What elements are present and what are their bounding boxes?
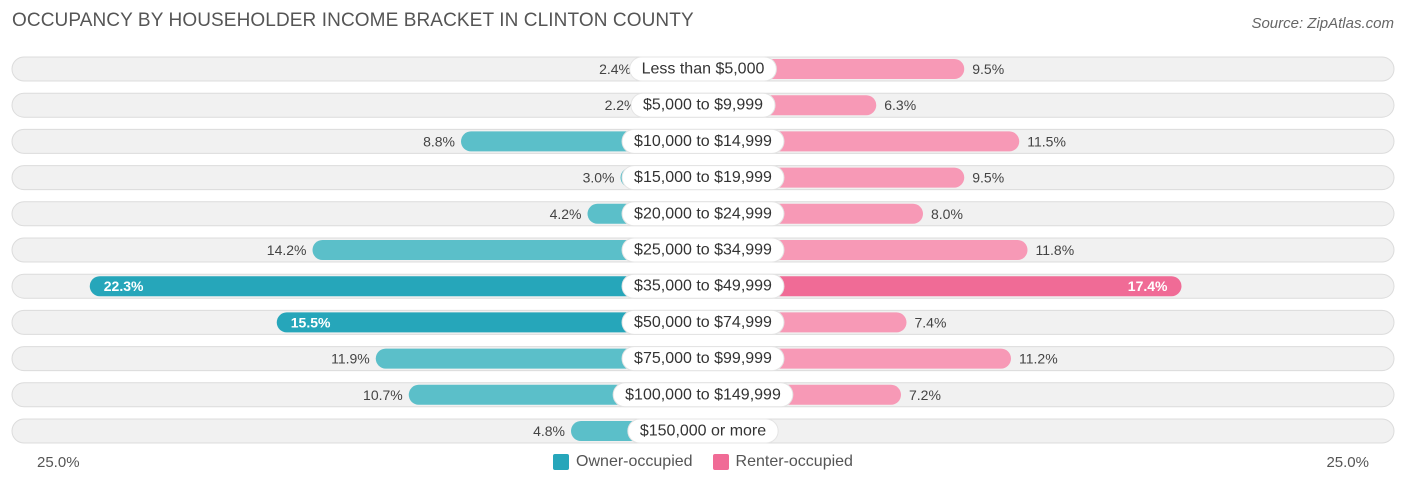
category-pill: [621, 309, 785, 335]
renter-value-label: 6.3%: [884, 97, 916, 113]
category-pill: [621, 346, 785, 372]
category-pill: [629, 56, 777, 82]
category-label: $100,000 to $149,999: [625, 386, 781, 403]
owner-value-label: 8.8%: [423, 133, 455, 149]
legend-swatch-renter: [712, 454, 729, 470]
axis-min-label: 25.0%: [37, 454, 80, 471]
owner-value-label: 3.0%: [583, 170, 615, 186]
owner-value-label: 14.2%: [267, 242, 307, 258]
owner-bar: [312, 240, 713, 260]
owner-value-label: 10.7%: [363, 387, 403, 403]
category-label: Less than $5,000: [642, 61, 765, 78]
renter-value-label: 11.2%: [1019, 351, 1058, 367]
renter-value-label: 7.4%: [915, 314, 947, 330]
category-label: $10,000 to $14,999: [634, 133, 772, 150]
category-pill: [621, 128, 785, 154]
category-label: $50,000 to $74,999: [634, 314, 772, 331]
category-label: $15,000 to $19,999: [634, 169, 772, 186]
renter-value-label: 8.0%: [931, 206, 963, 222]
renter-value-label: 9.5%: [972, 61, 1004, 77]
axis-max-label: 25.0%: [1326, 454, 1369, 471]
category-label: $25,000 to $34,999: [634, 242, 772, 259]
legend-swatch-owner: [553, 454, 570, 470]
category-label: $75,000 to $99,999: [634, 350, 772, 367]
legend-item-owner[interactable]: Owner-occupied: [553, 453, 693, 471]
category-label: $35,000 to $49,999: [634, 278, 772, 295]
legend-item-renter[interactable]: Renter-occupied: [712, 453, 853, 471]
owner-value-label: 2.2%: [605, 97, 637, 113]
category-pill: [621, 237, 785, 263]
chart-title: OCCUPANCY BY HOUSEHOLDER INCOME BRACKET …: [12, 10, 694, 31]
owner-value-label: 4.2%: [550, 206, 582, 222]
category-pill: [621, 273, 785, 299]
renter-value-label: 11.5%: [1027, 133, 1066, 149]
category-pill: [612, 382, 794, 408]
category-pill: [621, 165, 785, 191]
owner-bar: [276, 312, 713, 333]
category-label: $20,000 to $24,999: [634, 205, 772, 222]
category-pill: [630, 92, 776, 118]
owner-value-label: 15.5%: [291, 314, 331, 330]
category-label: $5,000 to $9,999: [643, 97, 763, 114]
renter-bar: [693, 276, 1182, 297]
chart-source: Source: ZipAtlas.com: [1251, 15, 1394, 32]
owner-value-label: 11.9%: [331, 351, 370, 367]
renter-value-label: 7.2%: [909, 387, 941, 403]
chart-plot: 2.4% 9.5% Less than $5,000 2.2% 6.3% $5,000 t…: [11, 56, 1395, 444]
category-label: $150,000 or more: [640, 423, 766, 440]
renter-value-label: 11.8%: [1036, 242, 1075, 258]
owner-value-label: 2.4%: [599, 61, 631, 77]
legend: Owner-occupied Renter-occupied: [0, 453, 1406, 471]
owner-bar: [89, 276, 713, 297]
category-pill: [627, 418, 779, 444]
renter-value-label: 9.5%: [972, 170, 1004, 186]
legend-label-owner: Owner-occupied: [576, 453, 693, 470]
owner-value-label: 4.8%: [533, 423, 565, 439]
category-pill: [621, 201, 785, 227]
legend-label-renter: Renter-occupied: [735, 453, 853, 470]
owner-value-label: 22.3%: [104, 278, 144, 294]
renter-value-label: 17.4%: [1128, 278, 1168, 294]
